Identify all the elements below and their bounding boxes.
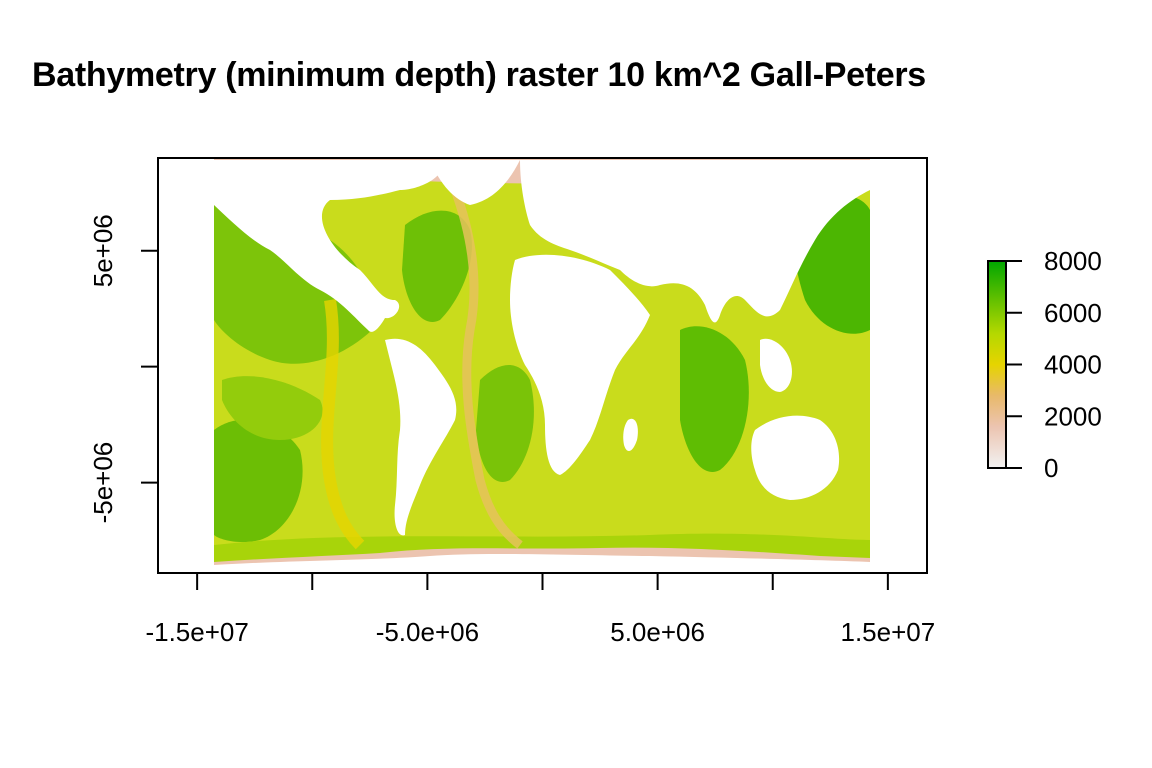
y-tick-label: -5e+06 (88, 442, 118, 524)
land-eurasia (520, 160, 870, 323)
mid-atlantic-ridge (450, 188, 523, 549)
x-tick-label: -1.5e+07 (145, 617, 248, 647)
land-south-america (385, 338, 457, 536)
indian-ocean-deep (680, 326, 749, 472)
pacific-central-deep (222, 376, 323, 440)
legend-tick-label: 2000 (1044, 401, 1102, 431)
x-axis: -1.5e+07 -5.0e+06 5.0e+06 1.5e+07 (145, 572, 935, 647)
land-africa (510, 254, 650, 475)
legend-colorbar (987, 260, 1007, 469)
legend-ticks: 8000 6000 4000 2000 0 (1006, 246, 1102, 483)
x-tick-label: -5.0e+06 (376, 617, 479, 647)
east-pacific-rise (321, 299, 365, 550)
raster-layer (214, 158, 870, 567)
land-australia (751, 415, 840, 500)
y-axis: 5e+06 -5e+06 (88, 214, 159, 524)
y-tick-label: 5e+06 (88, 214, 118, 287)
land-greenland (430, 160, 520, 205)
land-antarctica (214, 553, 870, 567)
land-madagascar (623, 418, 638, 452)
pacific-south-deep (214, 419, 303, 543)
legend-tick-label: 0 (1044, 453, 1058, 483)
south-atlantic-deep (476, 365, 534, 482)
legend-tick-label: 8000 (1044, 246, 1102, 276)
legend-tick-label: 4000 (1044, 350, 1102, 380)
land-north-america (214, 160, 442, 332)
color-legend: 8000 6000 4000 2000 0 (987, 246, 1102, 483)
x-tick-label: 1.5e+07 (840, 617, 935, 647)
legend-tick-label: 6000 (1044, 298, 1102, 328)
plot-title: Bathymetry (minimum depth) raster 10 km^… (32, 56, 926, 94)
x-tick-label: 5.0e+06 (610, 617, 705, 647)
land-southeast-asia (760, 338, 792, 392)
north-atlantic-deep (402, 210, 472, 322)
